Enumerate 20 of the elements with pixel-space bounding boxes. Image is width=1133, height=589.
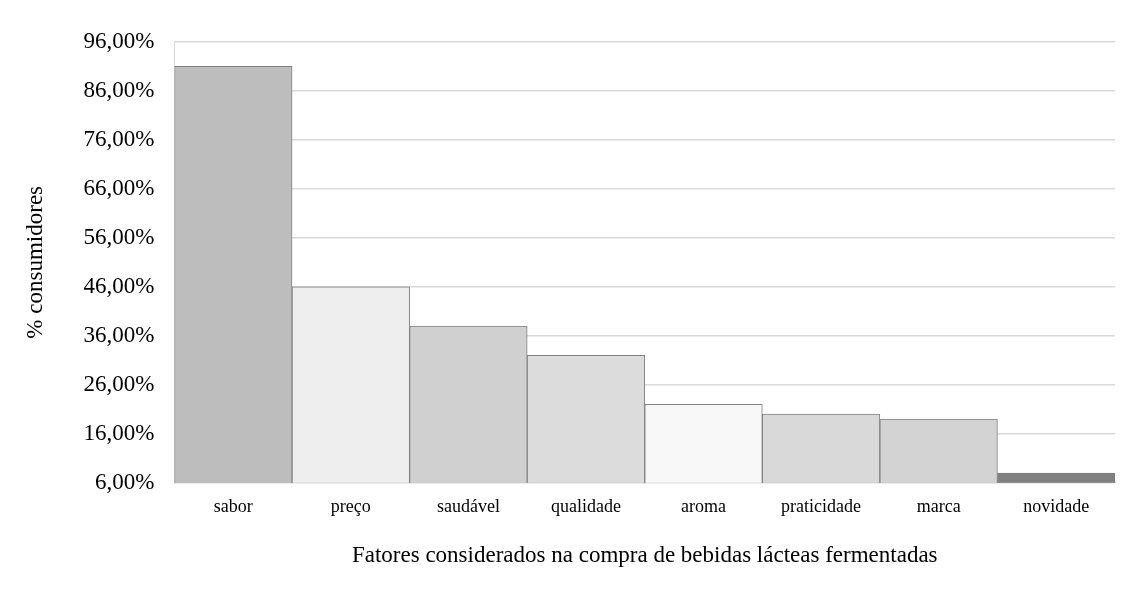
y-tick-label: 26,00% [83, 370, 155, 396]
x-tick-label: qualidade [550, 496, 621, 517]
x-tick-label: praticidade [781, 496, 862, 517]
y-tick-label: 86,00% [83, 76, 155, 102]
x-tick-label: preço [330, 496, 371, 517]
y-tick-label: 56,00% [83, 223, 155, 249]
y-tick-label: 76,00% [83, 125, 155, 151]
y-tick-label: 96,00% [83, 27, 155, 53]
x-tick-label: aroma [681, 496, 727, 517]
x-axis-title: Fatores considerados na compra de bebidas lácteas fermentadas [351, 542, 938, 568]
x-tick-label: sabor [213, 496, 253, 517]
y-tick-label: 36,00% [83, 321, 155, 347]
y-tick-label: 66,00% [83, 174, 155, 200]
x-tick-label: saudável [436, 496, 500, 517]
y-axis-title: % consumidores [21, 185, 47, 339]
y-tick-label: 16,00% [83, 419, 155, 445]
y-tick-label: 6,00% [95, 468, 155, 494]
x-tick-label: novidade [1023, 496, 1090, 517]
x-tick-label: marca [916, 496, 961, 517]
y-tick-label: 46,00% [83, 272, 155, 298]
